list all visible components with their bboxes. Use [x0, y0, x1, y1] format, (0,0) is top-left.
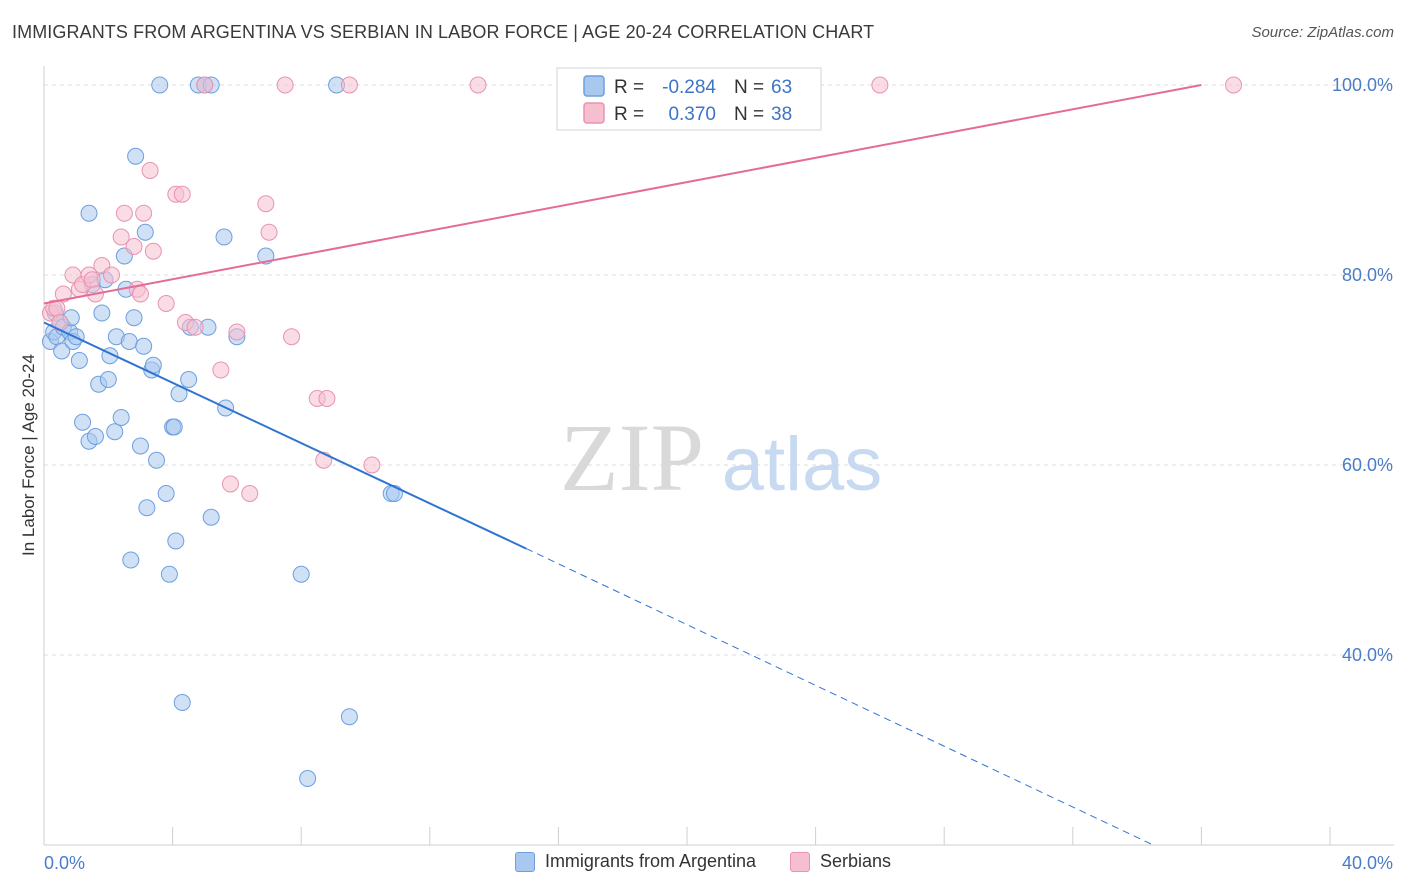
point-serbians: [283, 328, 301, 346]
gridlines: [44, 84, 1394, 656]
y-tick-label: 60.0%: [1342, 455, 1393, 475]
point-serbians: [340, 76, 358, 94]
point-serbians: [115, 204, 133, 222]
point-argentina: [157, 485, 175, 502]
point-serbians: [276, 76, 294, 94]
point-argentina: [180, 371, 198, 388]
watermark-atlas: atlas: [722, 422, 883, 507]
point-argentina: [80, 204, 98, 222]
point-serbians: [141, 162, 159, 179]
y-axis-title: In Labor Force | Age 20-24: [19, 354, 38, 556]
point-argentina: [70, 352, 88, 369]
legend-item-serbians: Serbians: [790, 851, 891, 872]
point-argentina: [173, 694, 191, 711]
x-tick-label-max: 40.0%: [1342, 853, 1393, 873]
point-argentina: [138, 499, 156, 517]
stats-legend: R = -0.284 N = 63 R = 0.370 N = 38: [556, 67, 822, 131]
legend-label-argentina: Immigrants from Argentina: [544, 851, 757, 871]
point-argentina: [74, 413, 92, 431]
point-serbians: [144, 242, 162, 260]
point-argentina: [135, 337, 153, 355]
legend-n-label-pink: N =: [734, 104, 764, 125]
point-argentina: [106, 423, 124, 441]
point-serbians: [241, 485, 259, 502]
point-serbians: [318, 390, 336, 407]
legend-r-label-pink: R =: [614, 104, 644, 125]
point-argentina: [160, 565, 178, 583]
point-argentina: [122, 551, 140, 569]
point-serbians: [1225, 76, 1243, 94]
trend-line-serbians: [43, 84, 1202, 305]
legend-swatch-pink: [583, 102, 605, 124]
axes: [43, 66, 1394, 846]
legend-swatch-blue: [583, 75, 605, 97]
x-tick-labels: 0.0% 40.0%: [44, 853, 1393, 873]
y-tick-label: 100.0%: [1332, 75, 1393, 95]
legend-n-value-pink: 38: [771, 104, 792, 125]
point-serbians: [228, 323, 246, 341]
point-serbians: [186, 318, 204, 336]
point-argentina: [125, 309, 143, 327]
point-argentina: [93, 304, 111, 322]
x-tick-label-min: 0.0%: [44, 853, 85, 873]
legend-swatch-argentina: [514, 851, 535, 872]
point-serbians: [173, 185, 191, 203]
point-serbians: [257, 195, 275, 213]
series-argentina-points: [41, 76, 403, 787]
chart-title: IMMIGRANTS FROM ARGENTINA VS SERBIAN IN …: [12, 22, 875, 42]
point-argentina: [148, 451, 166, 469]
legend-r-value-blue: -0.284: [662, 77, 716, 98]
legend-label-serbians: Serbians: [820, 851, 892, 871]
watermark: ZIP atlas: [560, 404, 882, 511]
point-argentina: [136, 223, 154, 241]
y-tick-label: 80.0%: [1342, 265, 1393, 285]
point-argentina: [112, 409, 130, 426]
legend-item-argentina: Immigrants from Argentina: [514, 851, 757, 872]
y-tick-label: 40.0%: [1342, 645, 1393, 665]
point-serbians: [83, 271, 101, 289]
point-argentina: [202, 508, 220, 526]
series-legend: Immigrants from Argentina Serbians: [0, 851, 1406, 872]
point-argentina: [120, 333, 138, 350]
point-argentina: [215, 228, 233, 246]
point-argentina: [340, 708, 358, 726]
point-argentina: [299, 770, 317, 787]
point-serbians: [196, 76, 214, 94]
legend-r-value-pink: 0.370: [668, 104, 716, 125]
point-serbians: [157, 295, 175, 312]
legend-n-label-blue: N =: [734, 77, 764, 98]
point-serbians: [103, 266, 121, 284]
point-serbians: [135, 204, 153, 222]
legend-swatch-serbians: [790, 851, 811, 872]
point-argentina: [127, 147, 145, 165]
legend-n-value-blue: 63: [771, 77, 792, 98]
series-serbians-points: [41, 76, 1243, 502]
trend-lines: [43, 84, 1202, 846]
point-serbians: [125, 238, 143, 255]
trend-line-argentina-extension: [526, 548, 1154, 846]
point-serbians: [469, 76, 487, 94]
point-argentina: [167, 532, 185, 550]
source-credit: Source: ZipAtlas.com: [1251, 24, 1394, 41]
point-serbians: [112, 228, 130, 246]
point-serbians: [54, 285, 72, 303]
legend-r-label-blue: R =: [614, 77, 644, 98]
point-argentina: [151, 76, 169, 94]
watermark-zip: ZIP: [560, 404, 704, 511]
point-argentina: [165, 418, 183, 436]
point-serbians: [260, 223, 278, 241]
point-argentina: [86, 428, 104, 445]
point-serbians: [131, 285, 149, 303]
point-serbians: [363, 456, 381, 474]
point-serbians: [871, 76, 889, 94]
y-tick-labels: 40.0% 60.0% 80.0% 100.0%: [1332, 75, 1393, 665]
trend-line-argentina: [43, 321, 527, 550]
point-argentina: [99, 371, 117, 388]
point-argentina: [53, 342, 71, 360]
point-serbians: [212, 361, 230, 379]
point-argentina: [131, 437, 149, 455]
point-serbians: [221, 475, 239, 493]
point-argentina: [292, 565, 310, 583]
